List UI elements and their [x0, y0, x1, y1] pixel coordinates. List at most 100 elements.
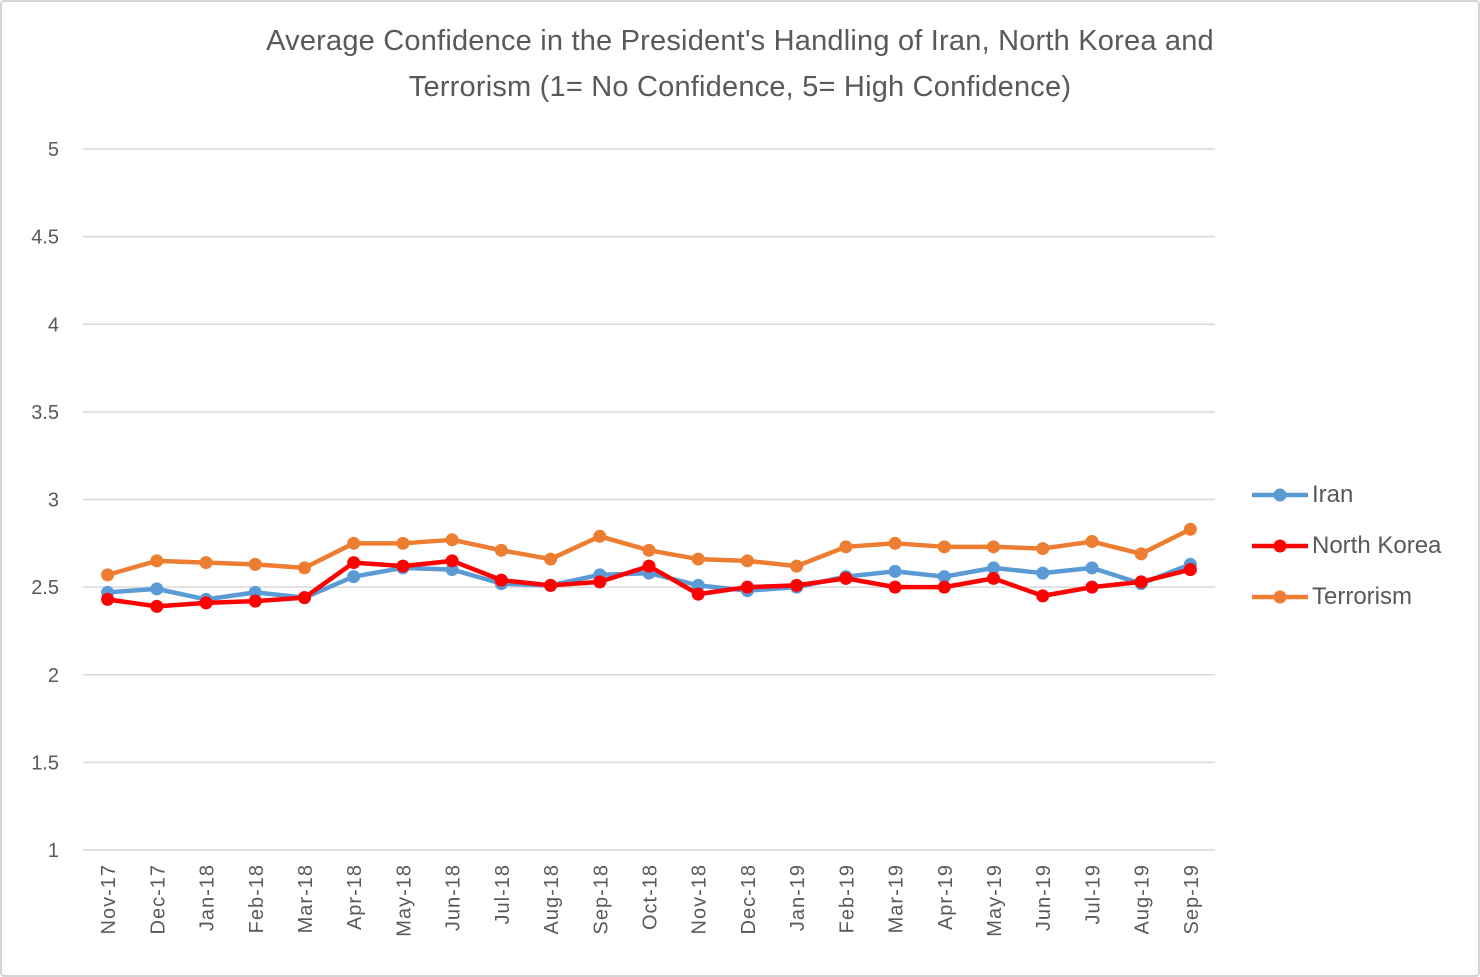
data-point-terrorism: [888, 536, 902, 550]
data-point-north-korea: [544, 578, 558, 592]
data-point-terrorism: [1183, 522, 1197, 536]
data-point-terrorism: [544, 552, 558, 566]
data-point-north-korea: [1036, 589, 1050, 603]
data-point-north-korea: [494, 573, 508, 587]
legend-item-iran: Iran: [1251, 480, 1441, 508]
legend-marker-terrorism-icon: [1252, 590, 1308, 603]
x-tick-label: Aug-18: [541, 864, 563, 935]
data-point-terrorism: [248, 557, 262, 571]
y-tick-label: 3: [48, 490, 59, 512]
data-point-terrorism: [150, 554, 164, 568]
x-tick-label: Feb-19: [836, 864, 858, 933]
data-point-terrorism: [691, 552, 705, 566]
legend-marker-north-korea-icon: [1252, 539, 1308, 552]
data-point-terrorism: [347, 536, 361, 550]
data-point-terrorism: [1134, 547, 1148, 561]
legend-item-north-korea: North Korea: [1251, 531, 1442, 559]
x-tick-label: Aug-19: [1132, 864, 1154, 935]
data-point-iran: [150, 582, 164, 596]
data-point-terrorism: [937, 540, 951, 554]
legend-label-terrorism: Terrorism: [1312, 582, 1412, 610]
data-point-terrorism: [1036, 542, 1050, 556]
x-tick-label: Nov-17: [98, 864, 120, 934]
data-point-iran: [888, 564, 902, 578]
y-tick-label: 1.5: [31, 752, 59, 774]
x-tick-label: May-19: [984, 864, 1006, 937]
data-point-north-korea: [1085, 580, 1099, 594]
data-point-north-korea: [790, 578, 804, 592]
data-point-terrorism: [199, 556, 213, 570]
data-point-north-korea: [1134, 575, 1148, 589]
data-point-iran: [1085, 561, 1099, 575]
x-tick-label: May-18: [393, 864, 415, 937]
legend-item-terrorism: Terrorism: [1251, 582, 1441, 610]
x-tick-label: Jul-19: [1082, 864, 1104, 924]
legend-label-north-korea: North Korea: [1312, 531, 1442, 559]
data-point-north-korea: [888, 580, 902, 594]
data-point-terrorism: [445, 533, 459, 547]
x-tick-label: Dec-18: [738, 864, 760, 934]
x-tick-label: Jan-19: [787, 864, 809, 931]
data-point-north-korea: [937, 580, 951, 594]
data-point-north-korea: [248, 594, 262, 608]
data-point-north-korea: [987, 571, 1001, 585]
x-tick-label: Jun-18: [443, 864, 465, 931]
x-tick-label: Sep-18: [590, 864, 612, 935]
x-tick-label: Nov-18: [689, 864, 711, 934]
x-tick-label: Jun-19: [1033, 864, 1055, 931]
data-point-north-korea: [740, 580, 754, 594]
data-point-iran: [347, 570, 361, 584]
data-point-north-korea: [642, 559, 656, 573]
x-tick-label: Feb-18: [246, 864, 268, 933]
x-tick-label: Jan-18: [197, 864, 219, 931]
data-point-north-korea: [199, 596, 213, 610]
data-point-terrorism: [101, 568, 115, 582]
x-tick-label: Apr-19: [935, 864, 957, 930]
x-tick-label: Dec-17: [147, 864, 169, 934]
data-point-north-korea: [593, 575, 607, 589]
y-tick-label: 4: [48, 314, 59, 336]
data-point-terrorism: [1085, 535, 1099, 549]
data-point-north-korea: [691, 587, 705, 601]
legend-marker-iran-icon: [1252, 488, 1308, 501]
data-point-terrorism: [740, 554, 754, 568]
data-point-terrorism: [790, 559, 804, 573]
data-point-terrorism: [593, 529, 607, 543]
data-point-iran: [1036, 566, 1050, 580]
y-tick-label: 5: [48, 139, 59, 161]
data-point-terrorism: [987, 540, 1001, 554]
data-point-north-korea: [297, 591, 311, 605]
y-tick-label: 3.5: [31, 402, 59, 424]
chart-title: Average Confidence in the President's Ha…: [2, 18, 1478, 110]
data-point-north-korea: [1183, 563, 1197, 577]
y-tick-label: 2: [48, 665, 59, 687]
data-point-terrorism: [396, 536, 410, 550]
data-point-north-korea: [101, 592, 115, 606]
data-point-north-korea: [396, 559, 410, 573]
chart-title-line-1: Average Confidence in the President's Ha…: [266, 25, 1214, 57]
data-point-terrorism: [839, 540, 853, 554]
legend-label-iran: Iran: [1312, 480, 1354, 508]
y-tick-label: 1: [48, 840, 59, 862]
data-point-iran: [937, 570, 951, 584]
x-tick-label: Oct-18: [640, 864, 662, 930]
x-tick-label: Jul-18: [492, 864, 514, 924]
y-tick-label: 4.5: [31, 227, 59, 249]
x-tick-label: Apr-18: [344, 864, 366, 930]
data-point-terrorism: [494, 543, 508, 557]
data-point-north-korea: [347, 556, 361, 570]
data-point-north-korea: [839, 571, 853, 585]
data-point-north-korea: [150, 599, 164, 613]
x-tick-label: Mar-19: [886, 864, 908, 933]
legend: Iran North Korea Terrorism: [1251, 480, 1442, 610]
data-point-north-korea: [445, 554, 459, 568]
data-point-iran: [987, 561, 1001, 575]
x-tick-label: Sep-19: [1181, 864, 1203, 935]
data-point-terrorism: [297, 561, 311, 575]
y-tick-label: 2.5: [31, 577, 59, 599]
chart-title-line-2: Terrorism (1= No Confidence, 5= High Con…: [408, 71, 1072, 103]
data-point-terrorism: [642, 543, 656, 557]
x-tick-label: Mar-18: [295, 864, 317, 933]
